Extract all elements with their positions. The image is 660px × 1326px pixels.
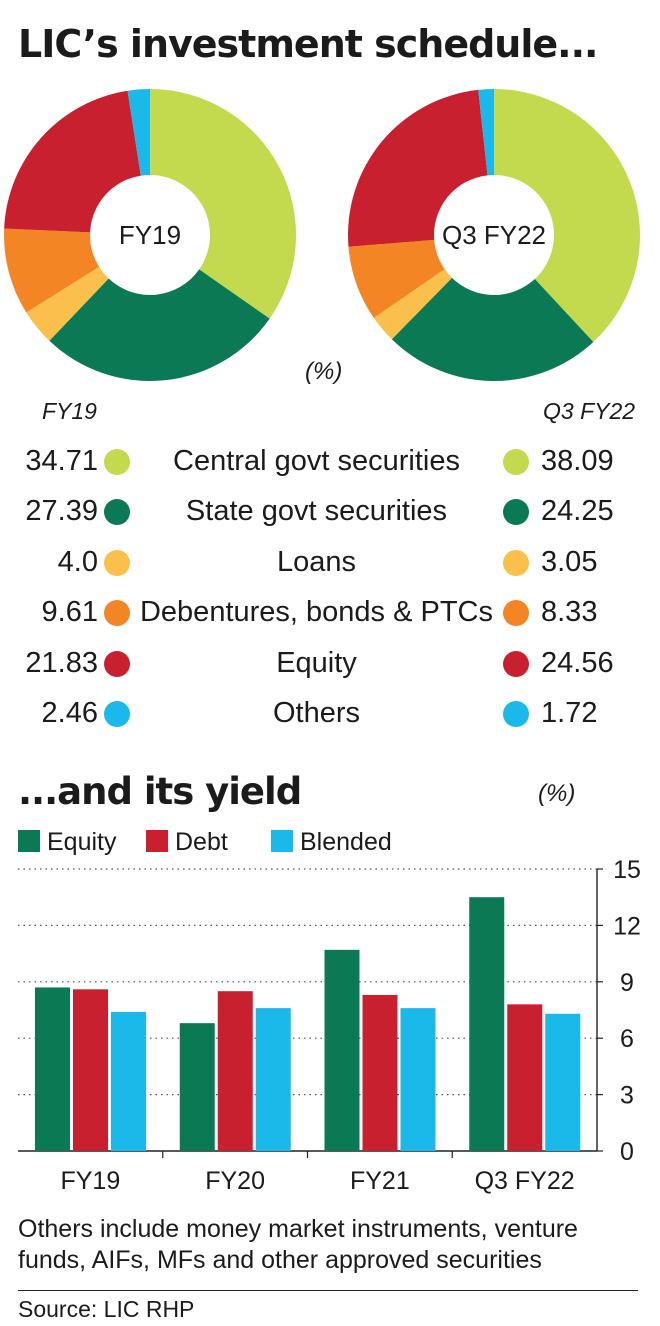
legend-dot — [104, 600, 130, 627]
legend-row-state-govt-securities: 27.39 State govt securities 24.25 — [0, 487, 660, 537]
donut-slice-loans — [26, 266, 109, 341]
legend-label: Equity — [47, 828, 117, 856]
donut-center-label: Q3 FY22 — [442, 220, 546, 250]
y-tick-label: 12 — [613, 912, 641, 940]
divider — [18, 1290, 638, 1291]
category-label: Central govt securities — [173, 445, 460, 477]
footnote: Others include money market instruments,… — [18, 1215, 578, 1274]
legend-dot — [503, 499, 529, 526]
legend-column-header-fy19: FY19 — [42, 398, 97, 424]
x-tick-label: FY20 — [205, 1167, 265, 1195]
category-label: State govt securities — [185, 495, 448, 528]
legend-column-header-q3fy22: Q3 FY22 — [543, 398, 636, 424]
q3fy22-value: 8.33 — [541, 596, 598, 629]
x-tick-label: FY19 — [60, 1167, 120, 1195]
legend-swatch — [18, 830, 40, 852]
legend-row-others: 2.46 Others 1.72 — [0, 689, 660, 739]
category-label: Others — [272, 696, 361, 729]
donut-slice-debentures-bonds-ptcs — [348, 239, 445, 318]
donut-center-label: FY19 — [119, 220, 181, 250]
yield-chart-title: ...and its yield — [18, 770, 302, 813]
fy19-value: 27.39 — [25, 495, 98, 528]
q3fy22-value: 38.09 — [541, 445, 614, 477]
donut-slice-equity — [4, 90, 141, 233]
q3fy22-value: 24.56 — [541, 646, 614, 679]
donut-q3-fy22: Q3 FY22 — [348, 89, 641, 381]
legend-label: Debt — [175, 828, 228, 856]
fy19-value: 4.0 — [57, 545, 98, 578]
fy19-value: 9.61 — [41, 596, 98, 629]
donut-slice-loans — [373, 269, 453, 340]
donut-slice-others — [127, 89, 150, 176]
legend-label: Blended — [300, 828, 392, 856]
fy19-value: 21.83 — [25, 646, 98, 679]
fy19-value: 2.46 — [41, 696, 98, 729]
yield-unit-label: (%) — [538, 780, 576, 807]
category-label: Equity — [276, 646, 357, 679]
yield-bar-chart: 0 3 6 9 12 15 FY19 FY20 FY21 Q3 FY22 — [18, 856, 641, 1195]
donut-fy19: FY19 — [3, 89, 296, 381]
legend-swatch — [271, 830, 293, 852]
legend-dot — [104, 499, 130, 526]
q3fy22-value: 3.05 — [541, 545, 598, 578]
bar-equity-fy19 — [35, 987, 70, 1151]
bar-debt-fy21 — [362, 994, 398, 1151]
y-tick-label: 15 — [613, 856, 641, 884]
donut-slice-state-govt-securities — [391, 277, 594, 381]
pie-unit-label: (%) — [305, 358, 343, 385]
y-tick-label: 3 — [620, 1082, 634, 1110]
bar-blended-q3-fy22 — [545, 1013, 581, 1151]
y-tick-label: 9 — [620, 969, 634, 997]
chart-title: LIC’s investment schedule... — [18, 22, 598, 66]
legend-dot — [104, 700, 130, 727]
source-line: Source: LIC RHP — [18, 1296, 195, 1322]
bar-debt-fy20 — [217, 991, 253, 1151]
category-label: Loans — [276, 545, 356, 578]
bar-blended-fy21 — [400, 1008, 436, 1151]
donut-slice-debentures-bonds-ptcs — [3, 228, 100, 313]
x-tick-label: Q3 FY22 — [475, 1167, 575, 1195]
y-tick-label: 6 — [620, 1025, 634, 1053]
bar-debt-fy19 — [73, 989, 108, 1151]
allocation-legend-table: 34.71 Central govt securities 38.09 27.39 St… — [0, 437, 660, 739]
q3fy22-value: 1.72 — [541, 696, 598, 729]
bar-equity-fy20 — [179, 1023, 215, 1151]
legend-row-equity: 21.83 Equity 24.56 — [0, 639, 660, 689]
legend-dot — [503, 650, 529, 677]
legend-swatch — [146, 830, 168, 852]
q3fy22-value: 24.25 — [541, 495, 614, 528]
bar-equity-fy21 — [324, 949, 360, 1151]
y-tick-label: 0 — [620, 1138, 634, 1166]
legend-dot — [104, 650, 130, 677]
donut-charts: FY19 Q3 FY22 — [3, 89, 641, 381]
legend-dot — [104, 449, 130, 475]
legend-dot — [104, 549, 130, 576]
donut-slice-central-govt-securities — [150, 89, 296, 319]
legend-row-loans: 4.0 Loans 3.05 — [0, 538, 660, 588]
bar-equity-q3-fy22 — [469, 897, 505, 1151]
bar-debt-q3-fy22 — [507, 1004, 543, 1151]
donut-slice-equity — [348, 89, 488, 247]
bar-blended-fy19 — [111, 1011, 146, 1151]
legend-dot — [503, 700, 529, 727]
legend-dot — [503, 549, 529, 576]
legend-row-central-govt-securities: 34.71 Central govt securities 38.09 — [0, 437, 660, 487]
x-tick-label: FY21 — [350, 1167, 410, 1195]
legend-dot — [503, 449, 529, 475]
legend-row-debentures-bonds-ptcs: 9.61 Debentures, bonds & PTCs 8.33 — [0, 588, 660, 638]
category-label: Debentures, bonds & PTCs — [139, 596, 493, 629]
donut-slice-central-govt-securities — [494, 89, 641, 342]
fy19-value: 34.71 — [25, 445, 98, 477]
donut-slice-others — [478, 89, 494, 176]
legend-dot — [503, 600, 529, 627]
bar-blended-fy20 — [255, 1008, 291, 1151]
donut-slice-state-govt-securities — [49, 269, 270, 381]
